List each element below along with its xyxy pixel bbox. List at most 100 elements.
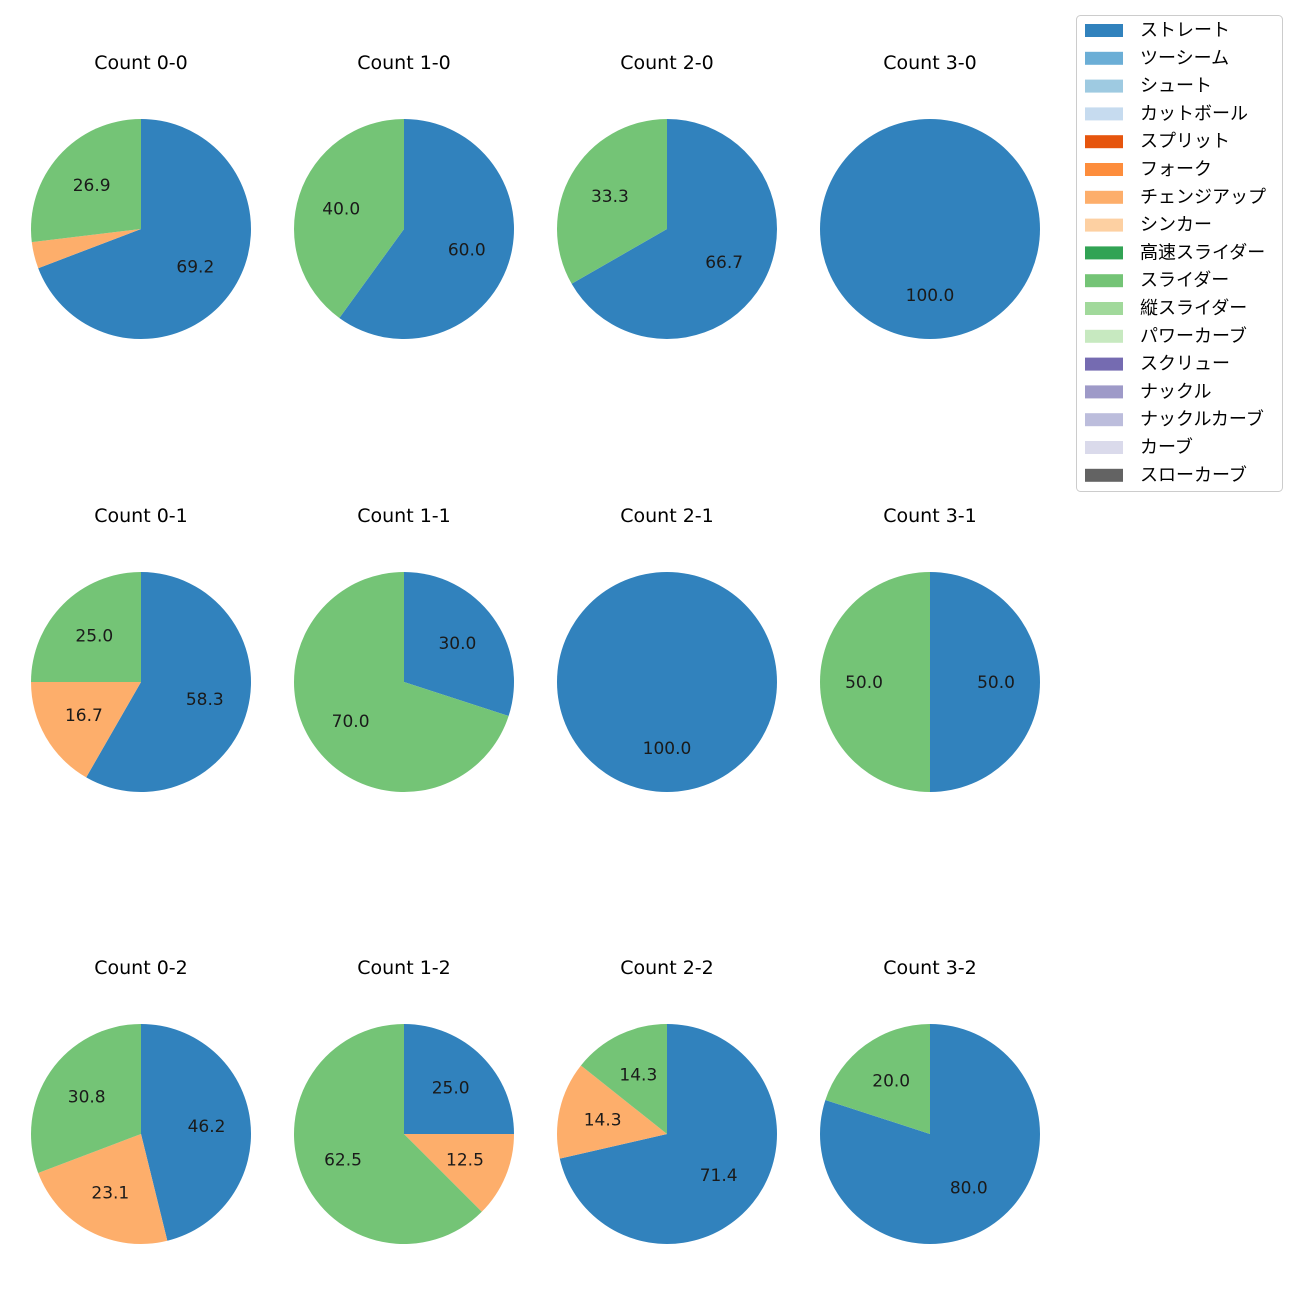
pie-slice-label: 33.3 — [591, 187, 629, 207]
legend-item-label: パワーカーブ — [1140, 325, 1247, 347]
legend-item-label: ストレート — [1140, 20, 1230, 41]
pie-slice-label: 60.0 — [448, 240, 486, 260]
pie-count-2-0: Count 2-0 66.7 33.3 — [556, 52, 777, 339]
pie-count-3-1: Count 3-1 50.0 50.0 — [820, 505, 1040, 792]
legend-item-label: カーブ — [1140, 436, 1193, 458]
legend-item-label: ツーシーム — [1140, 48, 1229, 69]
pie-slice — [31, 572, 141, 682]
pie-slice-label: 50.0 — [845, 673, 883, 693]
pie-slice-label: 40.0 — [322, 200, 360, 220]
pie-slice-label: 100.0 — [906, 286, 955, 306]
pie-slice — [404, 572, 514, 716]
pie-slice — [141, 1024, 251, 1241]
pie-slice — [404, 1134, 514, 1212]
legend-item-label: シュート — [1140, 76, 1212, 97]
pie-title: Count 2-0 — [620, 52, 714, 74]
pie-slice — [559, 1024, 778, 1245]
pie-count-1-0: Count 1-0 60.0 40.0 — [293, 52, 514, 339]
pie-count-0-2: Count 0-2 46.2 23.1 30.8 — [30, 957, 251, 1244]
pie-title: Count 2-1 — [620, 505, 714, 527]
pie-title: Count 3-1 — [883, 505, 977, 527]
pie-slice-label: 20.0 — [872, 1072, 910, 1092]
legend-item-label: シンカー — [1140, 215, 1212, 236]
pie-slice — [31, 229, 141, 269]
pie-slice-label: 50.0 — [977, 673, 1015, 693]
pie-title: Count 1-1 — [357, 505, 451, 527]
legend-swatch — [1085, 357, 1123, 371]
pie-slice-label: 58.3 — [186, 690, 224, 710]
pie-title: Count 0-1 — [94, 505, 188, 527]
pie-slice — [557, 1065, 667, 1159]
pie-title: Count 0-0 — [94, 52, 188, 74]
pie-slice — [820, 572, 930, 792]
pie-slice — [825, 1024, 930, 1134]
pie-title: Count 1-2 — [357, 957, 451, 979]
pie-count-0-0: Count 0-0 69.2 26.9 — [30, 52, 252, 339]
pie-slice-label: 23.1 — [91, 1183, 129, 1203]
legend-swatch — [1085, 51, 1123, 65]
pie-slice-label: 14.3 — [619, 1066, 657, 1086]
pie-slice — [819, 1024, 1040, 1245]
pie-count-1-2: Count 1-2 25.0 12.5 62.5 — [293, 957, 514, 1244]
legend-item-label: 高速スライダー — [1140, 242, 1265, 263]
legend-swatch — [1085, 163, 1123, 176]
legend-item-label: フォーク — [1140, 159, 1212, 180]
legend-swatch — [1085, 107, 1123, 121]
pie-slice-label: 25.0 — [432, 1078, 470, 1098]
pie-slice-label: 100.0 — [643, 739, 692, 759]
pie-title: Count 3-2 — [883, 957, 977, 979]
legend-swatch — [1085, 468, 1123, 482]
legend-swatch — [1085, 413, 1123, 427]
legend-frame — [1076, 15, 1283, 492]
pie-count-2-2: Count 2-2 71.4 14.3 14.3 — [557, 957, 778, 1245]
pie-slice-label: 14.3 — [584, 1110, 622, 1130]
pie-slice — [930, 572, 1040, 792]
pie-title: Count 2-2 — [620, 957, 714, 979]
legend-swatch — [1085, 329, 1123, 343]
pie-slice-label: 62.5 — [324, 1150, 362, 1170]
pie-count-0-1: Count 0-1 58.3 16.7 25.0 — [31, 505, 251, 792]
pie-slice-label: 46.2 — [188, 1117, 226, 1137]
legend-item-label: カットボール — [1140, 103, 1248, 124]
legend-item-label: スローカーブ — [1140, 464, 1247, 486]
pie-title: Count 3-0 — [883, 52, 977, 74]
pie-slice-label: 12.5 — [446, 1150, 484, 1170]
legend-item-label: スプリット — [1140, 131, 1230, 152]
legend-swatch — [1085, 190, 1123, 204]
pie-slice-label: 25.0 — [75, 626, 113, 646]
pie-slice — [293, 1024, 482, 1244]
pie-count-3-2: Count 3-2 80.0 20.0 — [819, 957, 1040, 1245]
legend-swatch — [1085, 302, 1123, 315]
pie-slice — [580, 1024, 667, 1134]
pie-slice — [38, 119, 252, 339]
pie-title: Count 0-2 — [94, 957, 188, 979]
pie-slice-label: 71.4 — [700, 1166, 738, 1186]
pie-title: Count 1-0 — [357, 52, 451, 74]
pie-slice — [571, 119, 777, 339]
pie-slice — [293, 119, 404, 318]
legend-item-label: 縦スライダー — [1140, 298, 1247, 319]
legend-swatch — [1085, 385, 1123, 399]
pie-slice — [294, 572, 509, 792]
pie-slice — [820, 119, 1040, 339]
pie-slice — [31, 682, 141, 778]
legend-swatch — [1085, 135, 1123, 149]
pie-count-2-1: Count 2-1 100.0 — [557, 505, 777, 792]
legend-swatch — [1085, 246, 1123, 260]
pie-slice — [557, 572, 777, 792]
pie-count-1-1: Count 1-1 30.0 70.0 — [294, 505, 514, 792]
pie-slice — [404, 1024, 514, 1134]
pie-slice-label: 26.9 — [73, 176, 111, 196]
legend-swatch — [1085, 441, 1123, 454]
pie-slice — [38, 1134, 168, 1244]
pie-slice — [556, 119, 667, 284]
pie-count-3-0: Count 3-0 100.0 — [820, 52, 1040, 339]
legend-swatch — [1085, 24, 1123, 37]
pie-slice-label: 69.2 — [176, 257, 214, 277]
pie-slice — [30, 119, 141, 243]
legend-swatch — [1085, 218, 1123, 232]
legend-item-label: ナックルカーブ — [1140, 408, 1264, 430]
pie-slice — [30, 1024, 141, 1174]
legend-item-label: ナックル — [1140, 381, 1211, 402]
